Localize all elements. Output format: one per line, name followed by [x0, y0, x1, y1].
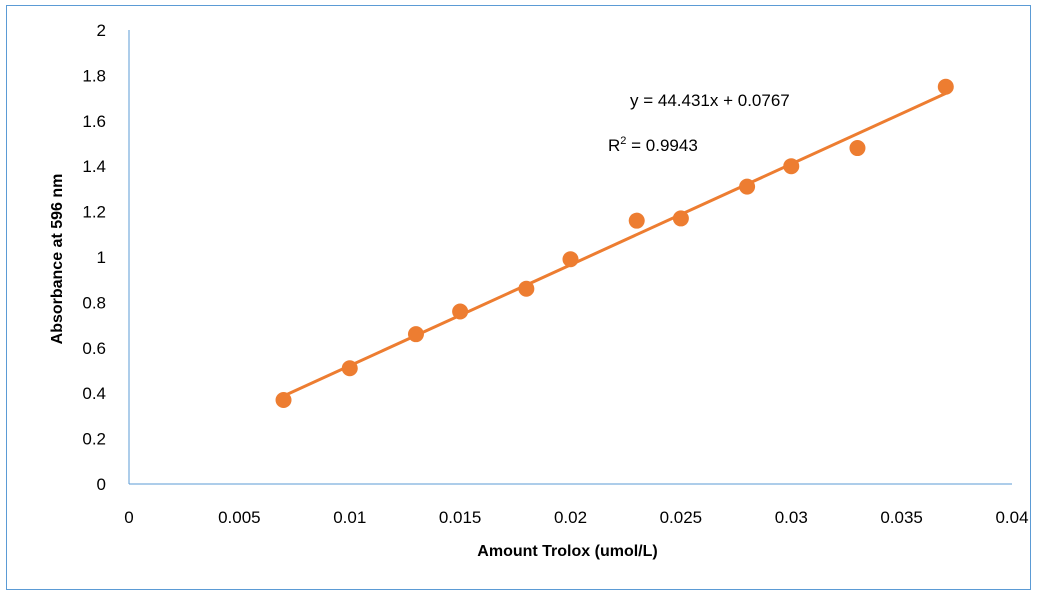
x-axis-ticks: 0 0.005 0.01 0.015 0.02 0.025 0.03 0.035 0.04	[124, 508, 1028, 527]
x-tick-label: 0	[124, 508, 133, 527]
y-axis-title: Absorbance at 596 nm	[49, 174, 66, 345]
x-tick-label: 0.04	[995, 508, 1028, 527]
y-tick-label: 0	[97, 475, 106, 494]
data-point	[672, 210, 689, 227]
x-tick-label: 0.025	[660, 508, 703, 527]
data-point	[407, 326, 424, 343]
y-tick-label: 1.4	[82, 157, 106, 176]
data-point	[628, 212, 645, 229]
x-tick-label: 0.035	[880, 508, 923, 527]
y-tick-label: 2	[97, 21, 106, 40]
data-point	[518, 280, 535, 297]
x-tick-label: 0.005	[218, 508, 261, 527]
y-tick-label: 0.2	[82, 430, 106, 449]
data-point	[937, 78, 954, 95]
data-point	[562, 251, 579, 268]
r-squared-label: R2 = 0.9943	[608, 135, 698, 155]
y-tick-label: 1.2	[82, 203, 106, 222]
y-tick-label: 1.6	[82, 112, 106, 131]
chart-frame	[6, 5, 1031, 590]
y-axis-ticks: 0 0.2 0.4 0.6 0.8 1 1.2 1.4 1.6 1.8 2	[82, 21, 106, 494]
y-tick-label: 0.4	[82, 384, 106, 403]
y-tick-label: 1.8	[82, 66, 106, 85]
r-squared-superscript: 2	[620, 135, 626, 147]
data-point	[275, 392, 292, 409]
y-tick-label: 1	[97, 248, 106, 267]
data-point	[849, 140, 866, 157]
x-tick-label: 0.01	[333, 508, 366, 527]
y-tick-label: 0.8	[82, 293, 106, 312]
x-axis-title: Amount Trolox (umol/L)	[477, 543, 657, 560]
r-squared-value: = 0.9943	[626, 136, 697, 155]
data-point	[452, 303, 469, 320]
x-tick-label: 0.03	[775, 508, 808, 527]
x-tick-label: 0.02	[554, 508, 587, 527]
trendline-equation: y = 44.431x + 0.0767	[630, 91, 790, 110]
y-tick-label: 0.6	[82, 339, 106, 358]
trendline	[282, 92, 947, 398]
r-squared-r: R	[608, 136, 620, 155]
x-tick-label: 0.015	[439, 508, 482, 527]
data-point	[783, 158, 800, 175]
data-point	[739, 178, 756, 195]
data-points	[275, 78, 954, 409]
data-point	[341, 360, 358, 377]
